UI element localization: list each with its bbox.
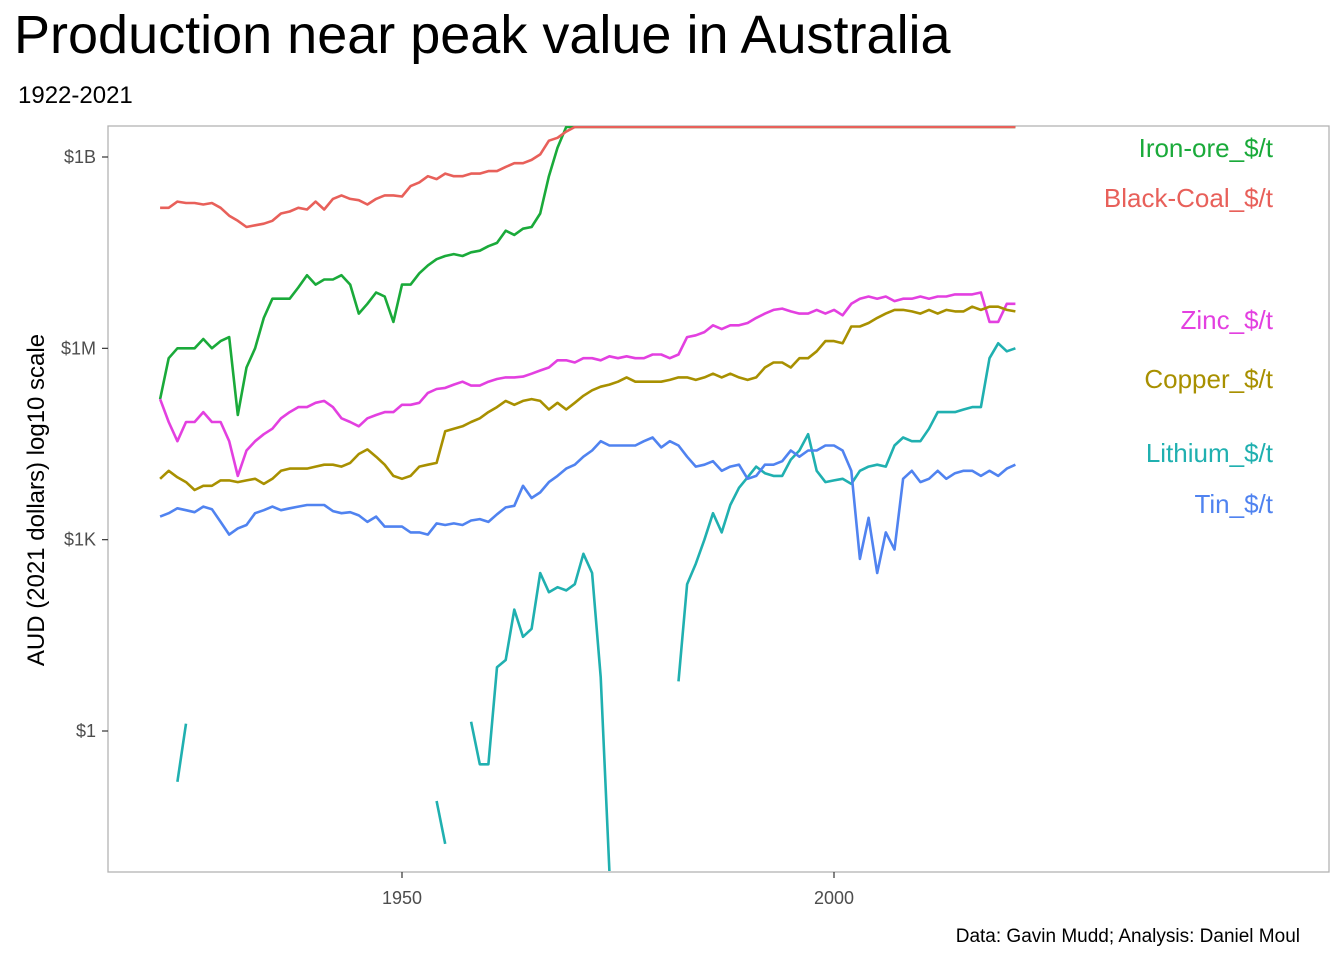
y-tick-label: $1K [64, 530, 96, 550]
series-line-lithium-t [176, 723, 188, 782]
series-label-tin-t: Tin_$/t [1194, 489, 1273, 519]
x-tick-label: 2000 [814, 888, 854, 908]
y-axis: $1 $1K $1M $1B [61, 147, 108, 741]
plot-panel-border [107, 125, 1330, 873]
x-tick-label: 1950 [382, 888, 422, 908]
series-labels: Iron-ore_$/t Black-Coal_$/t Zinc_$/t Copper… [1104, 133, 1274, 519]
series-label-zinc-t: Zinc_$/t [1181, 305, 1274, 335]
y-tick-label: $1M [61, 338, 96, 358]
series-line-lithium-t [469, 552, 611, 872]
y-axis-title: AUD (2021 dollars) log10 scale [23, 334, 50, 666]
x-axis: 1950 2000 [382, 872, 854, 908]
series-line-lithium-t [435, 800, 447, 845]
series-line-tin-t [159, 436, 1016, 575]
series-line-black-coal-t [160, 126, 1016, 229]
chart-title: Production near peak value in Australia [14, 5, 951, 65]
series-line-lithium-t [677, 342, 1016, 682]
series-label-copper-t: Copper_$/t [1144, 364, 1273, 394]
y-tick-label: $1B [64, 147, 96, 167]
chart-subtitle: 1922-2021 [18, 82, 133, 109]
series-line-iron-ore-t [158, 126, 1016, 417]
series-lines [158, 126, 1016, 872]
y-tick-label: $1 [76, 721, 96, 741]
chart-caption: Data: Gavin Mudd; Analysis: Daniel Moul [955, 926, 1300, 947]
series-label-lithium-t: Lithium_$/t [1146, 438, 1274, 468]
series-label-iron-ore-t: Iron-ore_$/t [1139, 133, 1274, 163]
series-line-copper-t [159, 305, 1016, 492]
series-label-black-coal-t: Black-Coal_$/t [1104, 183, 1274, 213]
series-line-zinc-t [158, 291, 1016, 478]
